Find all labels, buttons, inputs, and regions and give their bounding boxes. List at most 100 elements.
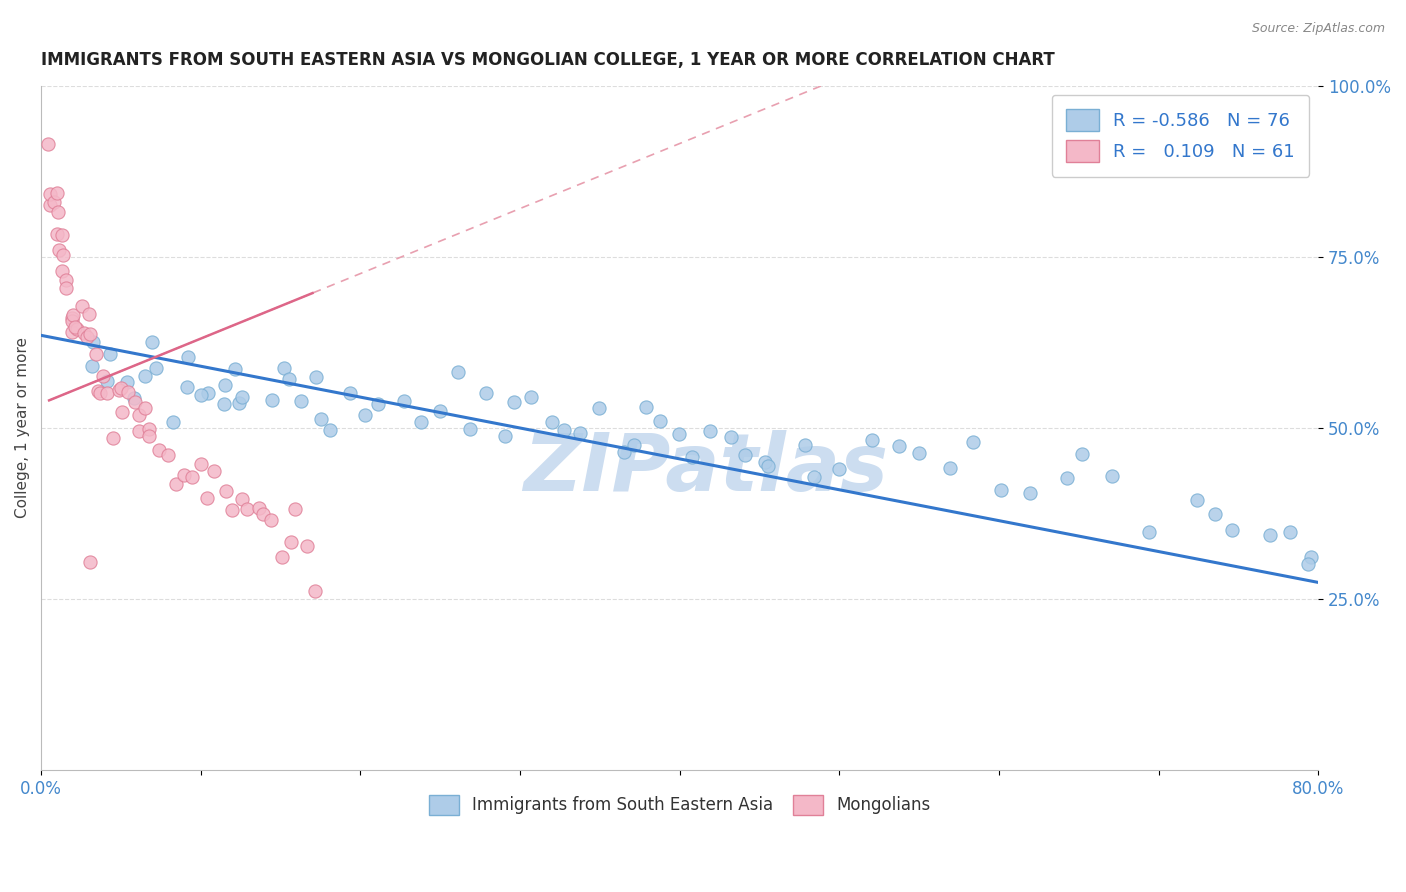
Point <box>392 394 415 409</box>
Point <box>145 361 167 376</box>
Point <box>354 408 377 422</box>
Point <box>48 243 70 257</box>
Point <box>46 205 69 219</box>
Point <box>290 393 312 408</box>
Point <box>60 310 83 325</box>
Point <box>45 227 67 241</box>
Point <box>252 507 274 521</box>
Point <box>1278 524 1301 539</box>
Point <box>569 425 592 440</box>
Point <box>262 392 284 407</box>
Point <box>96 374 118 388</box>
Point <box>304 584 326 599</box>
Point <box>305 370 328 384</box>
Point <box>1056 471 1078 485</box>
Point <box>177 351 200 365</box>
Point <box>141 335 163 350</box>
Point <box>165 477 187 491</box>
Point <box>803 470 825 484</box>
Point <box>134 368 156 383</box>
Point <box>860 433 883 447</box>
Y-axis label: College, 1 year or more: College, 1 year or more <box>15 337 30 518</box>
Point <box>520 390 543 404</box>
Point <box>1204 508 1226 522</box>
Point <box>231 492 253 507</box>
Point <box>623 438 645 452</box>
Point <box>79 555 101 569</box>
Point <box>84 347 107 361</box>
Text: IMMIGRANTS FROM SOUTH EASTERN ASIA VS MONGOLIAN COLLEGE, 1 YEAR OR MORE CORRELAT: IMMIGRANTS FROM SOUTH EASTERN ASIA VS MO… <box>41 51 1054 69</box>
Point <box>212 397 235 411</box>
Point <box>173 467 195 482</box>
Point <box>494 429 516 443</box>
Point <box>180 470 202 484</box>
Point <box>115 376 138 390</box>
Point <box>111 405 134 419</box>
Point <box>613 445 636 459</box>
Point <box>270 550 292 565</box>
Point <box>63 320 86 334</box>
Point <box>339 386 361 401</box>
Point <box>108 383 131 397</box>
Point <box>1019 485 1042 500</box>
Point <box>195 491 218 506</box>
Point <box>699 424 721 438</box>
Point <box>82 334 104 349</box>
Text: ZIPatlas: ZIPatlas <box>523 430 887 508</box>
Point <box>1258 528 1281 542</box>
Point <box>117 384 139 399</box>
Point <box>295 539 318 553</box>
Point <box>1220 523 1243 537</box>
Point <box>648 414 671 428</box>
Point <box>939 461 962 475</box>
Point <box>214 484 236 499</box>
Point <box>1185 492 1208 507</box>
Point <box>634 400 657 414</box>
Point <box>162 415 184 429</box>
Point <box>458 422 481 436</box>
Point <box>1071 447 1094 461</box>
Point <box>134 401 156 415</box>
Point <box>77 307 100 321</box>
Point <box>260 513 283 527</box>
Point <box>98 347 121 361</box>
Point <box>734 448 756 462</box>
Point <box>101 431 124 445</box>
Point <box>280 535 302 549</box>
Point <box>60 325 83 339</box>
Point <box>1296 557 1319 571</box>
Point <box>87 384 110 398</box>
Point <box>37 136 59 151</box>
Point <box>990 483 1012 498</box>
Point <box>1101 469 1123 483</box>
Point <box>720 430 742 444</box>
Point <box>128 409 150 423</box>
Point <box>51 264 73 278</box>
Point <box>148 442 170 457</box>
Point <box>429 404 451 418</box>
Point <box>91 369 114 384</box>
Point <box>138 429 160 443</box>
Point <box>668 427 690 442</box>
Point <box>39 187 62 202</box>
Point <box>55 273 77 287</box>
Point <box>138 421 160 435</box>
Point <box>44 195 66 210</box>
Point <box>190 457 212 471</box>
Point <box>122 391 145 405</box>
Point <box>367 397 389 411</box>
Point <box>110 381 132 395</box>
Point <box>962 435 984 450</box>
Legend: Immigrants from South Eastern Asia, Mongolians: Immigrants from South Eastern Asia, Mong… <box>420 786 939 823</box>
Point <box>247 501 270 516</box>
Point <box>754 455 776 469</box>
Point <box>502 395 524 409</box>
Point <box>156 448 179 462</box>
Point <box>128 424 150 438</box>
Point <box>409 415 432 429</box>
Point <box>588 401 610 415</box>
Point <box>309 412 332 426</box>
Point <box>80 359 103 373</box>
Point <box>79 326 101 341</box>
Point <box>475 386 498 401</box>
